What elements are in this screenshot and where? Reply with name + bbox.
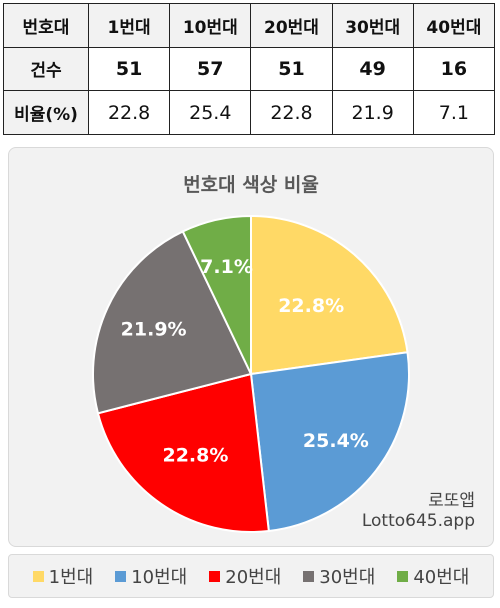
stats-table: 번호대 1번대 10번대 20번대 30번대 40번대 건수 51 57 51 … <box>3 3 496 135</box>
legend-item: 40번대 <box>397 563 469 589</box>
ratio-cell: 22.8 <box>87 90 171 135</box>
legend-label: 20번대 <box>225 567 282 588</box>
slice-data-label: 25.4% <box>303 430 369 452</box>
count-cell: 51 <box>250 46 333 92</box>
ratio-cell: 21.9 <box>331 90 414 135</box>
legend-label: 40번대 <box>413 567 470 588</box>
pie-slice <box>249 351 410 533</box>
count-cell: 51 <box>87 46 171 92</box>
chart-panel: 번호대 색상 비율 22.8% 25.4% 22.8% 21.9% 7.1% 로또앱 L… <box>8 147 494 547</box>
column-header: 40번대 <box>412 3 496 48</box>
chart-legend: 1번대 10번대 20번대 30번대 40번대 <box>8 554 494 598</box>
column-header: 1번대 <box>87 3 171 48</box>
watermark-url: Lotto645.app <box>361 511 475 531</box>
pie-slice <box>96 372 270 533</box>
table-corner-header: 번호대 <box>3 3 89 48</box>
legend-label: 1번대 <box>48 567 94 588</box>
ratio-cell: 7.1 <box>412 90 496 135</box>
slice-data-label: 22.8% <box>278 295 344 317</box>
legend-swatch <box>209 570 221 582</box>
watermark-brand: 로또앱 <box>428 491 475 511</box>
legend-label: 30번대 <box>319 567 376 588</box>
legend-item: 1번대 <box>32 563 94 589</box>
ratio-cell: 22.8 <box>250 90 333 135</box>
pie-slice <box>181 214 252 375</box>
pie-slice <box>92 230 253 415</box>
row-header-ratio: 비율(%) <box>3 90 89 135</box>
column-header: 10번대 <box>169 3 252 48</box>
legend-swatch <box>397 570 409 582</box>
table-row-ratio: 비율(%) 22.8 25.4 22.8 21.9 7.1 <box>3 90 496 135</box>
count-cell: 16 <box>412 46 496 92</box>
legend-item: 30번대 <box>303 563 375 589</box>
count-cell: 57 <box>169 46 252 92</box>
legend-item: 20번대 <box>209 563 281 589</box>
chart-title: 번호대 색상 비율 <box>183 174 319 196</box>
slice-data-label: 21.9% <box>121 319 187 341</box>
legend-item: 10번대 <box>115 563 187 589</box>
legend-swatch <box>115 570 127 582</box>
legend-label: 10번대 <box>131 567 188 588</box>
pie-slice <box>250 214 409 376</box>
legend-swatch <box>303 570 315 582</box>
column-header: 20번대 <box>250 3 333 48</box>
slice-data-label: 7.1% <box>200 256 253 278</box>
legend-swatch <box>32 570 44 582</box>
pie-chart: 22.8% 25.4% 22.8% 21.9% 7.1% <box>92 214 410 533</box>
ratio-cell: 25.4 <box>169 90 252 135</box>
slice-data-label: 22.8% <box>162 445 228 467</box>
column-header: 30번대 <box>331 3 414 48</box>
row-header-count: 건수 <box>3 46 89 92</box>
table-header-row: 번호대 1번대 10번대 20번대 30번대 40번대 <box>3 3 496 48</box>
table-row-count: 건수 51 57 51 49 16 <box>3 46 496 92</box>
count-cell: 49 <box>331 46 414 92</box>
